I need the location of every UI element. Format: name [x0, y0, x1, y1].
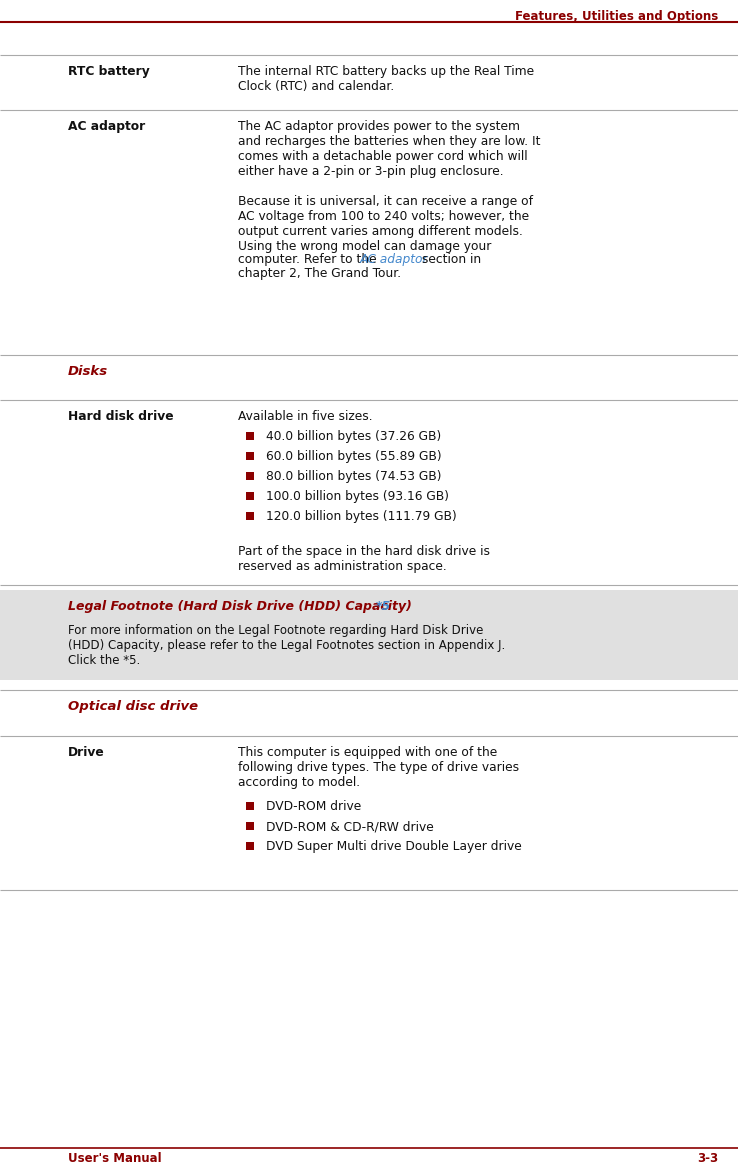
Bar — [246, 472, 254, 481]
Bar — [246, 822, 254, 830]
Text: Drive: Drive — [68, 747, 105, 759]
Text: DVD-ROM drive: DVD-ROM drive — [266, 800, 361, 813]
Text: For more information on the Legal Footnote regarding Hard Disk Drive
(HDD) Capac: For more information on the Legal Footno… — [68, 624, 506, 667]
Text: 80.0 billion bytes (74.53 GB): 80.0 billion bytes (74.53 GB) — [266, 470, 441, 483]
Text: Optical disc drive: Optical disc drive — [68, 700, 198, 713]
Text: *5: *5 — [376, 600, 391, 613]
Text: User's Manual: User's Manual — [68, 1152, 162, 1165]
Bar — [246, 802, 254, 810]
Bar — [0, 590, 738, 680]
Text: Features, Utilities and Options: Features, Utilities and Options — [514, 11, 718, 23]
Bar — [246, 452, 254, 459]
Text: Available in five sizes.: Available in five sizes. — [238, 410, 373, 423]
Bar — [246, 841, 254, 850]
Text: The internal RTC battery backs up the Real Time
Clock (RTC) and calendar.: The internal RTC battery backs up the Re… — [238, 64, 534, 93]
Text: Hard disk drive: Hard disk drive — [68, 410, 173, 423]
Text: 100.0 billion bytes (93.16 GB): 100.0 billion bytes (93.16 GB) — [266, 490, 449, 503]
Text: computer. Refer to the: computer. Refer to the — [238, 253, 381, 266]
Text: 60.0 billion bytes (55.89 GB): 60.0 billion bytes (55.89 GB) — [266, 450, 441, 463]
Bar — [246, 432, 254, 440]
Bar — [246, 512, 254, 520]
Text: 3-3: 3-3 — [697, 1152, 718, 1165]
Text: DVD-ROM & CD-R/RW drive: DVD-ROM & CD-R/RW drive — [266, 820, 434, 833]
Text: chapter 2, The Grand Tour.: chapter 2, The Grand Tour. — [238, 267, 401, 280]
Text: RTC battery: RTC battery — [68, 64, 150, 79]
Text: Because it is universal, it can receive a range of
AC voltage from 100 to 240 vo: Because it is universal, it can receive … — [238, 195, 533, 253]
Text: 40.0 billion bytes (37.26 GB): 40.0 billion bytes (37.26 GB) — [266, 430, 441, 443]
Bar — [246, 492, 254, 500]
Text: Part of the space in the hard disk drive is
reserved as administration space.: Part of the space in the hard disk drive… — [238, 545, 490, 573]
Text: Legal Footnote (Hard Disk Drive (HDD) Capacity): Legal Footnote (Hard Disk Drive (HDD) Ca… — [68, 600, 412, 613]
Text: AC adaptor: AC adaptor — [360, 253, 429, 266]
Text: DVD Super Multi drive Double Layer drive: DVD Super Multi drive Double Layer drive — [266, 840, 522, 853]
Text: This computer is equipped with one of the
following drive types. The type of dri: This computer is equipped with one of th… — [238, 747, 519, 789]
Text: section in: section in — [418, 253, 481, 266]
Text: The AC adaptor provides power to the system
and recharges the batteries when the: The AC adaptor provides power to the sys… — [238, 120, 540, 178]
Text: Disks: Disks — [68, 364, 108, 379]
Text: 120.0 billion bytes (111.79 GB): 120.0 billion bytes (111.79 GB) — [266, 510, 457, 523]
Text: AC adaptor: AC adaptor — [68, 120, 145, 132]
